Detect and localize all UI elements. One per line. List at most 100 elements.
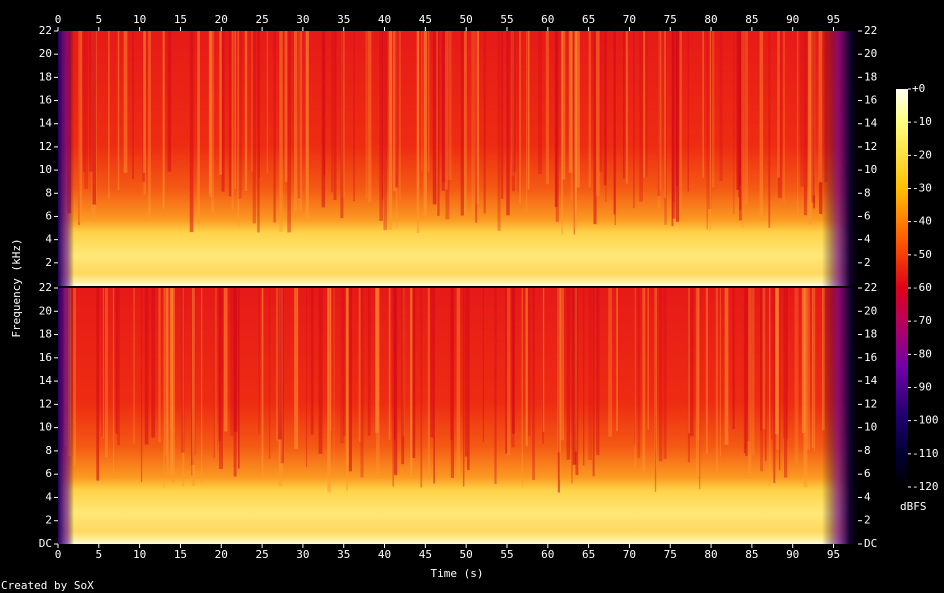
colorbar	[896, 89, 908, 487]
y-tick-label: 18	[864, 328, 877, 341]
x-tick-label: 25	[255, 13, 268, 26]
x-tick-label: 45	[419, 13, 432, 26]
x-tick-label: 20	[215, 13, 228, 26]
y-axis-label: Frequency (kHz)	[10, 238, 23, 337]
y-tick-label: 22	[39, 281, 52, 294]
y-tick-label: 12	[39, 140, 52, 153]
y-tick-label: 16	[864, 94, 877, 107]
spectrogram-edges	[58, 31, 858, 286]
y-tick-label: 6	[864, 467, 871, 480]
y-tick-label: 14	[864, 374, 878, 387]
y-tick-label: 2	[45, 256, 52, 269]
x-tick-label: 5	[96, 548, 103, 561]
colorbar-tick-label: -100	[912, 414, 939, 427]
y-tick-label: 12	[864, 140, 877, 153]
y-tick-label: 6	[45, 467, 52, 480]
y-tick-label: 2	[864, 514, 871, 527]
x-tick-label: 60	[541, 13, 554, 26]
colorbar-tick-label: -50	[912, 248, 932, 261]
x-tick-label: 75	[664, 548, 677, 561]
x-tick-label: 65	[582, 548, 595, 561]
y-tick-label: 2	[864, 256, 871, 269]
y-tick-label: 10	[39, 163, 52, 176]
y-tick-label: 22	[864, 281, 877, 294]
x-tick-label: 90	[786, 13, 799, 26]
colorbar-tick-label: -120	[912, 480, 939, 493]
x-tick-label: 55	[500, 13, 513, 26]
y-tick-label: 22	[864, 24, 877, 37]
x-tick-label: 90	[786, 548, 799, 561]
colorbar-label: dBFS	[900, 500, 927, 513]
y-tick-label: 20	[39, 47, 52, 60]
y-tick-label: 16	[39, 94, 52, 107]
x-tick-label: 45	[419, 548, 432, 561]
x-tick-label: 65	[582, 13, 595, 26]
x-tick-label: 10	[133, 13, 146, 26]
x-tick-label: 30	[296, 13, 309, 26]
y-tick-label: 6	[864, 209, 871, 222]
y-tick-label: 6	[45, 209, 52, 222]
colorbar-tick-label: -40	[912, 215, 932, 228]
colorbar-tick-label: -70	[912, 314, 932, 327]
y-tick-label: 18	[39, 328, 52, 341]
y-tick-label: 8	[864, 186, 871, 199]
x-axis-label: Time (s)	[431, 567, 484, 580]
x-tick-label: 80	[704, 13, 717, 26]
x-tick-label: 0	[55, 548, 62, 561]
x-tick-label: 70	[623, 548, 636, 561]
y-tick-label: 8	[45, 186, 52, 199]
colorbar-tick-label: -20	[912, 148, 932, 161]
y-tick-label: 10	[39, 421, 52, 434]
colorbar-tick-label: -60	[912, 281, 932, 294]
y-tick-label: 16	[39, 351, 52, 364]
y-tick-label: DC	[39, 537, 52, 550]
colorbar-tick-label: +0	[912, 82, 925, 95]
y-tick-label: 4	[45, 233, 52, 246]
x-tick-label: 0	[55, 13, 62, 26]
x-tick-label: 60	[541, 548, 554, 561]
x-tick-label: 80	[704, 548, 717, 561]
x-tick-label: 10	[133, 548, 146, 561]
y-tick-label: 16	[864, 351, 877, 364]
y-tick-label: 8	[45, 444, 52, 457]
x-tick-label: 35	[337, 548, 350, 561]
x-tick-label: 30	[296, 548, 309, 561]
x-tick-label: 95	[827, 548, 840, 561]
x-tick-label: 20	[215, 548, 228, 561]
y-tick-label: 20	[864, 47, 877, 60]
colorbar-tick-label: -110	[912, 447, 939, 460]
colorbar-tick-label: -30	[912, 182, 932, 195]
y-tick-label: 14	[39, 374, 53, 387]
x-tick-label: 40	[378, 13, 391, 26]
x-tick-label: 35	[337, 13, 350, 26]
x-tick-label: 25	[255, 548, 268, 561]
y-tick-label: 18	[39, 70, 52, 83]
y-tick-label: 4	[864, 490, 871, 503]
colorbar-tick-label: -90	[912, 381, 932, 394]
y-tick-label: 18	[864, 70, 877, 83]
y-tick-label: 22	[39, 24, 52, 37]
x-tick-label: 15	[174, 13, 187, 26]
y-tick-label: 12	[39, 397, 52, 410]
x-tick-label: 55	[500, 548, 513, 561]
x-tick-label: 5	[96, 13, 103, 26]
y-tick-label: 2	[45, 514, 52, 527]
y-tick-label: 20	[864, 304, 877, 317]
y-tick-label: 20	[39, 304, 52, 317]
spectrogram-edges	[58, 288, 858, 544]
x-tick-label: 85	[745, 548, 758, 561]
y-tick-label: 4	[45, 490, 52, 503]
y-tick-label: 4	[864, 233, 871, 246]
y-tick-label: DC	[864, 537, 877, 550]
y-tick-label: 12	[864, 397, 877, 410]
x-tick-label: 70	[623, 13, 636, 26]
x-tick-label: 85	[745, 13, 758, 26]
x-tick-label: 95	[827, 13, 840, 26]
x-tick-label: 50	[460, 13, 473, 26]
x-tick-label: 50	[460, 548, 473, 561]
footer: Created by SoX	[1, 579, 94, 592]
colorbar-tick-label: -80	[912, 347, 932, 360]
x-tick-label: 75	[664, 13, 677, 26]
x-tick-label: 15	[174, 548, 187, 561]
